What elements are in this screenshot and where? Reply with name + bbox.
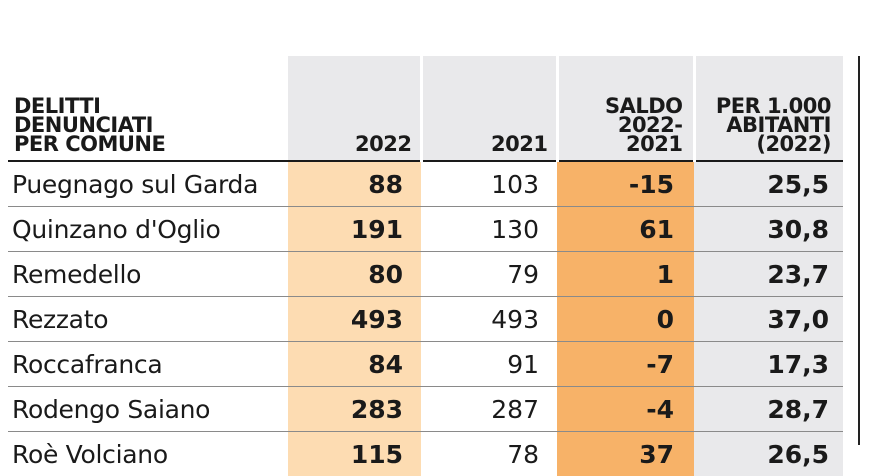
cell-saldo: 1 [557, 252, 694, 297]
cell-per-abitanti: 28,7 [694, 387, 843, 432]
right-border-line [858, 56, 860, 445]
table-row: Rodengo Saiano 283 287 -4 28,7 [8, 387, 843, 432]
cell-comune: Roccafranca [8, 342, 288, 387]
cell-2021: 79 [421, 252, 557, 297]
cell-2021: 103 [421, 161, 557, 207]
header-per-abitanti: PER 1.000 ABITANTI (2022) [694, 56, 843, 161]
cell-saldo: -4 [557, 387, 694, 432]
header-saldo-line: 2022-2021 [618, 113, 683, 156]
table-row: Roè Volciano 115 78 37 26,5 [8, 432, 843, 476]
cell-per-abitanti: 26,5 [694, 432, 843, 476]
cell-2021: 91 [421, 342, 557, 387]
cell-saldo: -15 [557, 161, 694, 207]
cell-comune: Rezzato [8, 297, 288, 342]
table-row: Puegnago sul Garda 88 103 -15 25,5 [8, 161, 843, 207]
header-2021: 2021 [421, 56, 557, 161]
cell-2021: 130 [421, 207, 557, 252]
header-comune-line: PER COMUNE [14, 132, 165, 156]
cell-per-abitanti: 17,3 [694, 342, 843, 387]
cell-comune: Remedello [8, 252, 288, 297]
cell-2021: 78 [421, 432, 557, 476]
header-saldo: SALDO 2022-2021 [557, 56, 694, 161]
cell-saldo: -7 [557, 342, 694, 387]
cell-2022: 283 [288, 387, 421, 432]
cell-per-abitanti: 23,7 [694, 252, 843, 297]
cell-2021: 493 [421, 297, 557, 342]
table-row: Roccafranca 84 91 -7 17,3 [8, 342, 843, 387]
cell-per-abitanti: 30,8 [694, 207, 843, 252]
cell-comune: Quinzano d'Oglio [8, 207, 288, 252]
header-row: DELITTI DENUNCIATI PER COMUNE 2022 2021 … [8, 56, 843, 161]
cell-2022: 88 [288, 161, 421, 207]
header-per-line: (2022) [756, 132, 831, 156]
cell-comune: Puegnago sul Garda [8, 161, 288, 207]
table-row: Rezzato 493 493 0 37,0 [8, 297, 843, 342]
cell-2022: 84 [288, 342, 421, 387]
table-row: Remedello 80 79 1 23,7 [8, 252, 843, 297]
cell-saldo: 61 [557, 207, 694, 252]
header-comune: DELITTI DENUNCIATI PER COMUNE [8, 56, 288, 161]
cell-comune: Rodengo Saiano [8, 387, 288, 432]
cell-2022: 80 [288, 252, 421, 297]
cell-saldo: 0 [557, 297, 694, 342]
table-row: Quinzano d'Oglio 191 130 61 30,8 [8, 207, 843, 252]
cell-saldo: 37 [557, 432, 694, 476]
cell-2022: 191 [288, 207, 421, 252]
cell-per-abitanti: 25,5 [694, 161, 843, 207]
cell-2022: 115 [288, 432, 421, 476]
cell-2022: 493 [288, 297, 421, 342]
cell-comune: Roè Volciano [8, 432, 288, 476]
cell-per-abitanti: 37,0 [694, 297, 843, 342]
header-2022: 2022 [288, 56, 421, 161]
cell-2021: 287 [421, 387, 557, 432]
crime-statistics-table: DELITTI DENUNCIATI PER COMUNE 2022 2021 … [8, 56, 843, 476]
